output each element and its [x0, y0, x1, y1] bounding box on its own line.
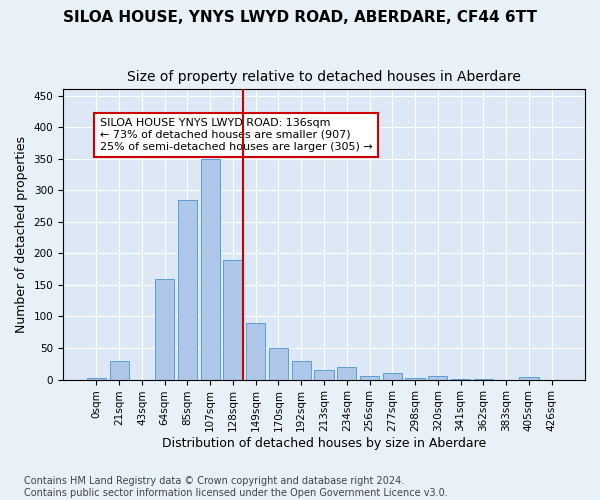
Bar: [314, 370, 334, 380]
Title: Size of property relative to detached houses in Aberdare: Size of property relative to detached ho…: [127, 70, 521, 84]
Bar: [269, 348, 288, 380]
Bar: [87, 378, 106, 380]
Bar: [360, 376, 379, 380]
Bar: [451, 379, 470, 380]
Bar: [428, 376, 448, 380]
Bar: [155, 278, 175, 380]
X-axis label: Distribution of detached houses by size in Aberdare: Distribution of detached houses by size …: [162, 437, 486, 450]
Bar: [200, 158, 220, 380]
Bar: [383, 372, 402, 380]
Bar: [246, 323, 265, 380]
Bar: [223, 260, 242, 380]
Y-axis label: Number of detached properties: Number of detached properties: [15, 136, 28, 333]
Bar: [406, 378, 425, 380]
Text: SILOA HOUSE, YNYS LWYD ROAD, ABERDARE, CF44 6TT: SILOA HOUSE, YNYS LWYD ROAD, ABERDARE, C…: [63, 10, 537, 25]
Bar: [178, 200, 197, 380]
Bar: [110, 360, 129, 380]
Text: Contains HM Land Registry data © Crown copyright and database right 2024.
Contai: Contains HM Land Registry data © Crown c…: [24, 476, 448, 498]
Bar: [292, 360, 311, 380]
Bar: [473, 379, 493, 380]
Bar: [337, 367, 356, 380]
Bar: [519, 377, 539, 380]
Text: SILOA HOUSE YNYS LWYD ROAD: 136sqm
← 73% of detached houses are smaller (907)
25: SILOA HOUSE YNYS LWYD ROAD: 136sqm ← 73%…: [100, 118, 373, 152]
